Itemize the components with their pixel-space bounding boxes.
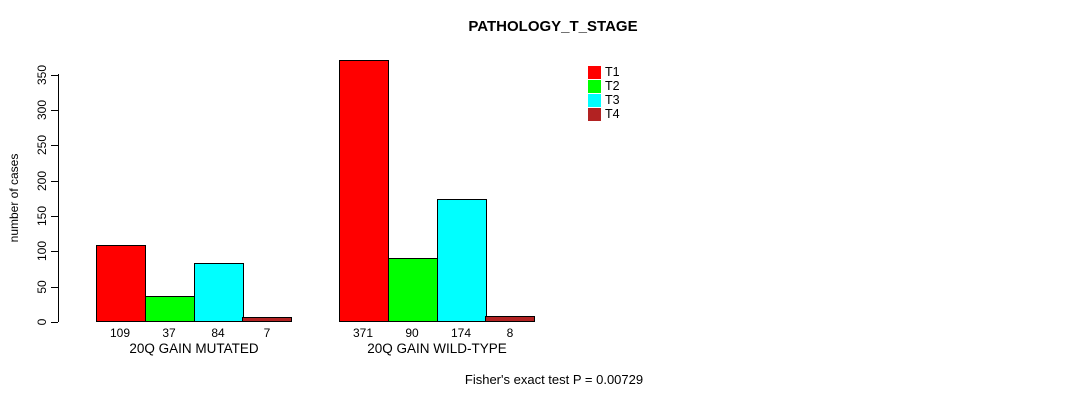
- bar-t1-group2: [339, 60, 389, 322]
- legend-label: T1: [605, 65, 620, 79]
- bar-value-label: 109: [109, 326, 131, 340]
- y-tick: [51, 75, 58, 76]
- y-tick-label: 150: [35, 205, 49, 227]
- bar-t2-group1: [145, 296, 195, 322]
- y-tick-label: 200: [35, 170, 49, 192]
- chart-title: PATHOLOGY_T_STAGE: [468, 18, 638, 35]
- bar-t4-group1: [242, 317, 292, 322]
- legend-item-t2: T2: [588, 79, 620, 93]
- legend-item-t1: T1: [588, 65, 620, 79]
- y-tick: [51, 251, 58, 252]
- legend-swatch-icon: [588, 65, 601, 79]
- bar-t2-group2: [388, 258, 438, 322]
- bar-t3-group2: [437, 199, 487, 322]
- y-tick: [51, 322, 58, 323]
- legend-label: T3: [605, 93, 620, 107]
- bar-value-label: 174: [450, 326, 472, 340]
- y-tick: [51, 181, 58, 182]
- legend-item-t4: T4: [588, 107, 620, 121]
- y-tick: [51, 145, 58, 146]
- bar-value-label: 37: [162, 326, 176, 340]
- bar-value-label: 90: [405, 326, 419, 340]
- bar-value-label: 7: [263, 326, 271, 340]
- legend: T1 T2 T3 T4: [588, 65, 620, 121]
- legend-item-t3: T3: [588, 93, 620, 107]
- bar-t4-group2: [485, 316, 535, 322]
- y-tick-label: 250: [35, 134, 49, 156]
- bar-t3-group1: [194, 263, 244, 322]
- group-label: 20Q GAIN WILD-TYPE: [367, 341, 507, 356]
- legend-label: T4: [605, 107, 620, 121]
- y-axis-label: number of cases: [7, 153, 21, 243]
- stats-annotation: Fisher's exact test P = 0.00729: [464, 372, 644, 387]
- bar-value-label: 371: [352, 326, 374, 340]
- legend-swatch-icon: [588, 93, 601, 107]
- y-tick-label: 100: [35, 240, 49, 262]
- y-axis-line: [58, 74, 59, 322]
- y-tick-label: 350: [35, 64, 49, 86]
- group-label: 20Q GAIN MUTATED: [129, 341, 259, 356]
- y-tick: [51, 110, 58, 111]
- bar-value-label: 84: [211, 326, 225, 340]
- bar-value-label: 8: [506, 326, 514, 340]
- y-tick-label: 0: [35, 318, 49, 326]
- y-tick: [51, 216, 58, 217]
- y-tick-label: 300: [35, 99, 49, 121]
- bar-t1-group1: [96, 245, 146, 322]
- legend-swatch-icon: [588, 107, 601, 121]
- y-tick-label: 50: [35, 280, 49, 294]
- legend-label: T2: [605, 79, 620, 93]
- y-tick: [51, 287, 58, 288]
- legend-swatch-icon: [588, 79, 601, 93]
